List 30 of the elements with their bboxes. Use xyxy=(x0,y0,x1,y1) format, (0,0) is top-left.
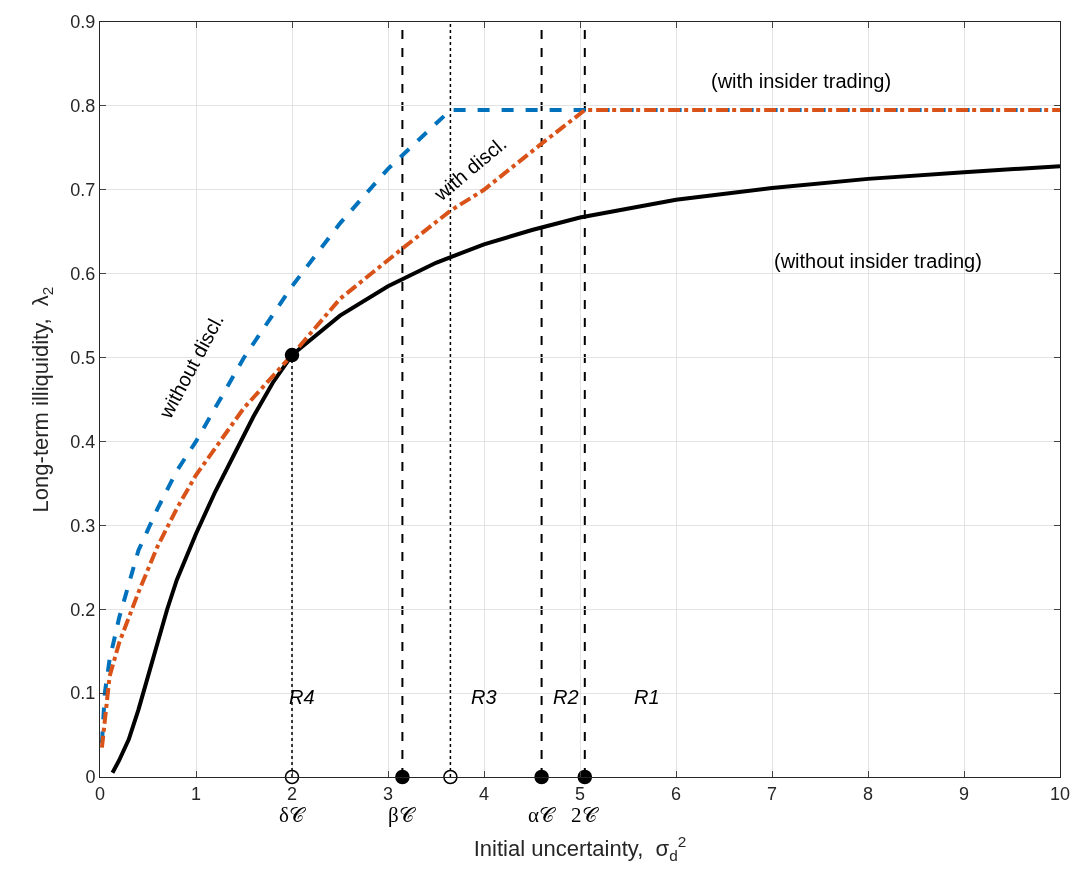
x-tick-label: 4 xyxy=(478,783,490,804)
y-tick-label: 0.9 xyxy=(70,12,96,33)
ref-line-label: α𝒞 xyxy=(528,803,556,827)
annotation: R2 xyxy=(553,686,579,708)
x-tick-label: 10 xyxy=(1049,783,1071,804)
y-tick-label: 0.6 xyxy=(70,263,96,284)
x-tick-label: 9 xyxy=(958,783,970,804)
x-tick-label: 7 xyxy=(766,783,778,804)
x-tick-label: 5 xyxy=(574,783,586,804)
x-tick-label: 3 xyxy=(382,783,394,804)
annotation: R1 xyxy=(634,686,660,708)
annotation: (with insider trading) xyxy=(711,70,892,92)
y-tick-label: 0 xyxy=(85,767,96,788)
text: 2𝒞 xyxy=(571,803,599,827)
y-tick-label: 0.1 xyxy=(70,683,96,704)
y-tick-label: 0.5 xyxy=(70,347,96,368)
x-tick-label: 6 xyxy=(670,783,682,804)
y-tick-label: 0.4 xyxy=(70,431,96,452)
x-tick-label: 1 xyxy=(190,783,202,804)
ref-line-label: β𝒞 xyxy=(388,803,416,827)
y-tick-label: 0.3 xyxy=(70,515,96,536)
y-tick-label: 0.2 xyxy=(70,599,96,620)
y-tick-label: 0.8 xyxy=(70,96,96,117)
annotation: R4 xyxy=(289,686,315,708)
x-tick-label: 2 xyxy=(286,783,298,804)
x-tick-label: 8 xyxy=(862,783,874,804)
annotation: δ𝒞 xyxy=(279,803,306,827)
y-tick-label: 0.7 xyxy=(70,180,96,201)
annotation: R3 xyxy=(471,686,497,708)
annotation: (without insider trading) xyxy=(774,250,982,272)
